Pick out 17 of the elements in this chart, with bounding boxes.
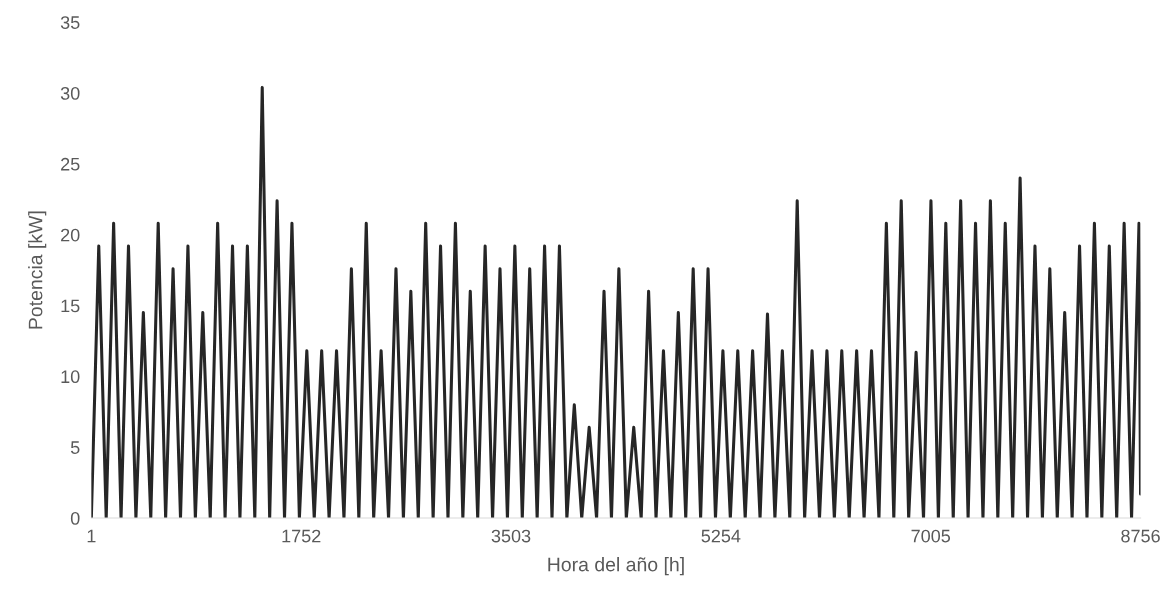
y-tick-label: 5 <box>70 441 80 454</box>
x-tick-label: 5254 <box>701 529 741 543</box>
y-tick-label: 20 <box>61 228 80 242</box>
x-tick-label: 7005 <box>911 529 951 543</box>
y-tick-label: 0 <box>70 512 80 525</box>
x-tick-label: 1752 <box>282 529 321 543</box>
x-tick-label: 8756 <box>1121 529 1160 543</box>
y-tick-label: 15 <box>61 299 80 313</box>
y-tick-label: 30 <box>60 87 80 100</box>
y-tick-label: 25 <box>61 157 80 171</box>
y-axis-title: Potencia [kW] <box>28 211 47 329</box>
y-tick-label: 10 <box>61 370 80 384</box>
x-axis-title: Hora del año [h] <box>548 557 684 576</box>
y-tick-label: 35 <box>60 16 80 29</box>
x-tick-label: 3503 <box>491 529 531 543</box>
line-series <box>91 85 1141 519</box>
x-tick-label: 1 <box>87 529 96 543</box>
